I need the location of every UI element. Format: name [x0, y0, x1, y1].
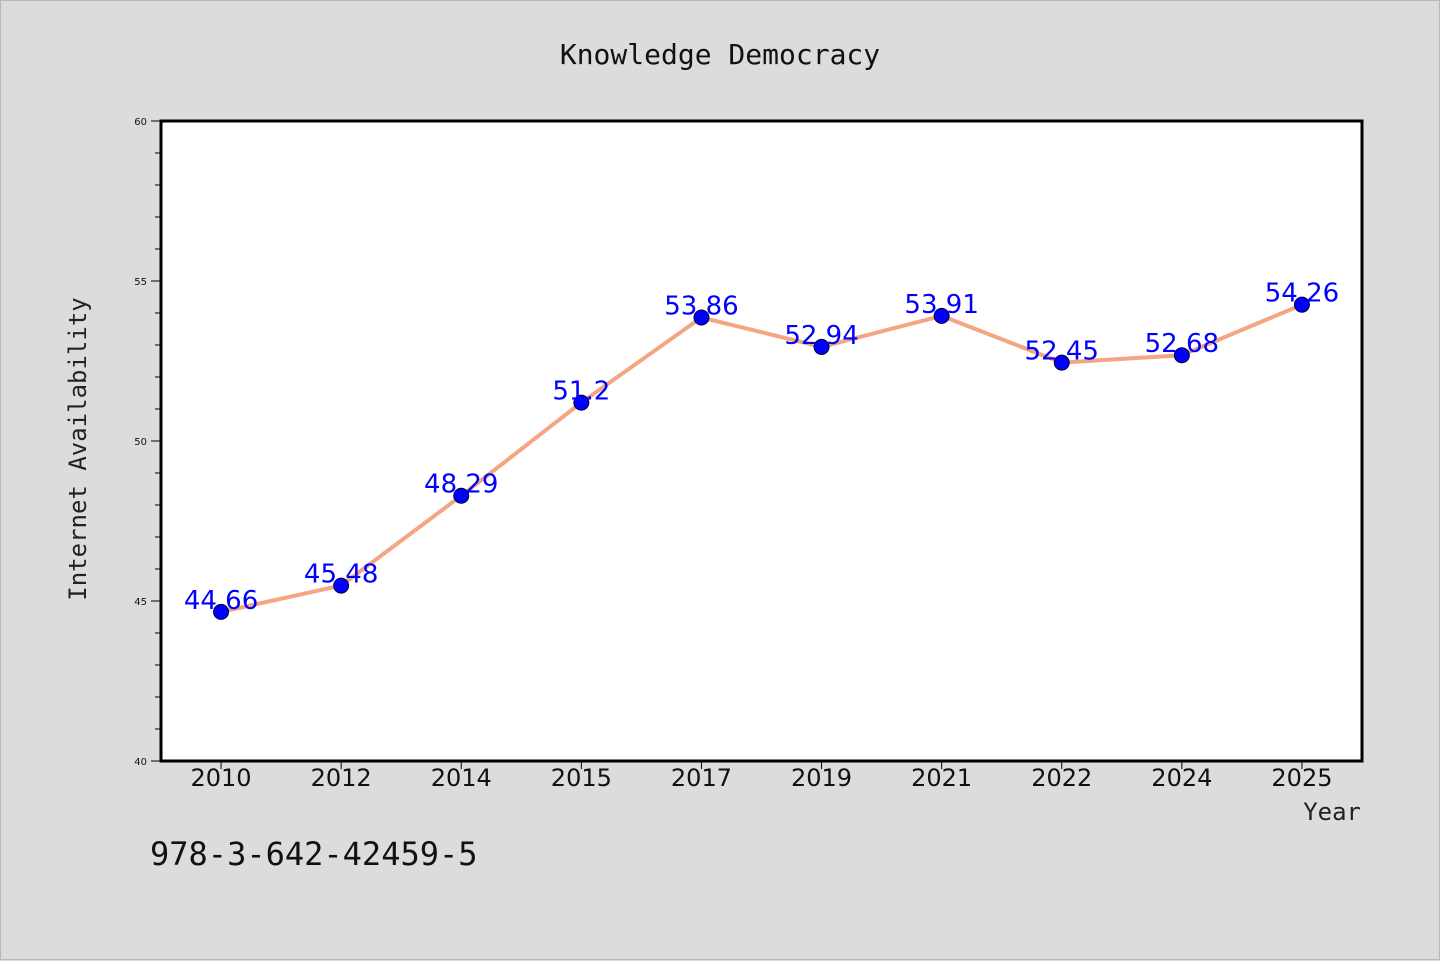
x-tick-label: 2015 — [551, 764, 612, 792]
x-axis-ticks: 2010 2012 2014 2015 2017 2019 2021 2022 2024 2025 — [191, 761, 1332, 792]
data-label: 51.2 — [552, 377, 610, 407]
data-label: 54.26 — [1265, 279, 1339, 309]
y-tick-label: 55 — [134, 277, 147, 288]
data-label: 52.45 — [1025, 337, 1099, 367]
x-axis-label: Year — [1303, 798, 1361, 826]
x-tick-label: 2025 — [1271, 764, 1332, 792]
chart-title: Knowledge Democracy — [560, 38, 880, 71]
y-axis-label: Internet Availability — [64, 297, 92, 600]
data-label: 53.91 — [904, 290, 978, 320]
data-point — [1053, 354, 1070, 371]
y-tick-label: 50 — [134, 437, 147, 448]
y-tick-label: 60 — [134, 117, 147, 128]
data-label: 44.66 — [184, 586, 258, 616]
x-tick-label: 2012 — [311, 764, 372, 792]
data-label: 52.94 — [784, 321, 858, 351]
data-point — [933, 307, 950, 324]
x-tick-label: 2019 — [791, 764, 852, 792]
x-tick-label: 2010 — [191, 764, 252, 792]
series-line — [220, 302, 1303, 614]
x-tick-label: 2014 — [431, 764, 492, 792]
data-point — [1293, 296, 1310, 313]
y-axis-ticks: 40 45 50 55 60 — [134, 117, 161, 768]
data-labels: 44.66 45.48 48.29 51.2 53.86 52.94 53.91 52.45 5… — [184, 279, 1339, 616]
data-point — [573, 394, 590, 411]
data-point — [693, 309, 710, 326]
data-point — [333, 577, 350, 594]
plot-area — [159, 119, 1364, 763]
y-tick-label: 45 — [134, 597, 147, 608]
data-point — [1173, 347, 1190, 364]
data-point — [813, 338, 830, 355]
data-label: 53.86 — [664, 291, 738, 321]
x-tick-label: 2021 — [911, 764, 972, 792]
data-label: 45.48 — [304, 560, 378, 590]
x-tick-label: 2024 — [1151, 764, 1212, 792]
data-label: 48.29 — [424, 470, 498, 500]
data-label: 52.68 — [1145, 329, 1219, 359]
data-point — [213, 603, 230, 620]
footer-isbn: 978-3-642-42459-5 — [150, 835, 478, 873]
x-tick-label: 2017 — [671, 764, 732, 792]
data-point — [453, 487, 470, 504]
data-markers — [213, 296, 1310, 620]
y-tick-label: 40 — [134, 757, 147, 768]
x-tick-label: 2022 — [1031, 764, 1092, 792]
